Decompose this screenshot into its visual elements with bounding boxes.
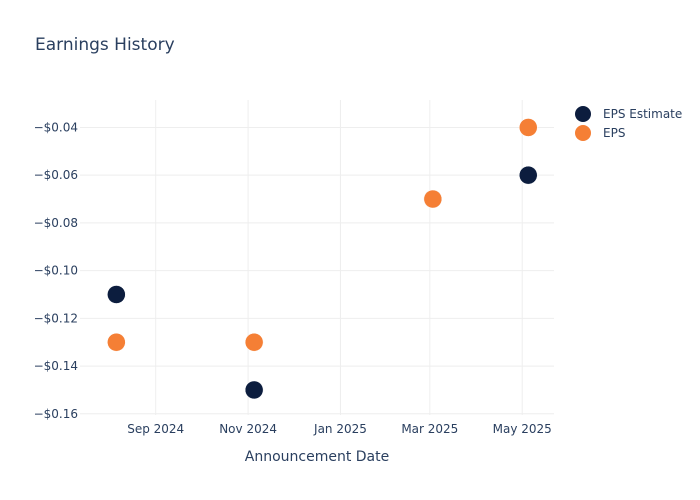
legend[interactable]: EPS Estimate EPS	[575, 106, 682, 141]
x-axis-ticks: Sep 2024 Nov 2024 Jan 2025 Mar 2025 May 2025	[127, 422, 552, 436]
y-tick-label: −$0.16	[34, 407, 78, 421]
y-tick-label: −$0.06	[34, 168, 78, 182]
x-tick-label: Sep 2024	[127, 422, 184, 436]
legend-label: EPS Estimate	[603, 107, 682, 121]
x-tick-label: Mar 2025	[401, 422, 458, 436]
grid	[80, 100, 554, 415]
legend-marker	[575, 106, 591, 122]
y-tick-label: −$0.04	[34, 120, 78, 134]
legend-item[interactable]: EPS Estimate	[575, 106, 682, 122]
x-axis-title: Announcement Date	[245, 449, 389, 465]
legend-label: EPS	[603, 126, 625, 140]
data-point[interactable]	[107, 285, 126, 304]
y-tick-label: −$0.08	[34, 216, 78, 230]
series-eps-estimate	[107, 165, 538, 400]
data-point[interactable]	[519, 118, 538, 137]
data-point[interactable]	[244, 380, 264, 400]
legend-item[interactable]: EPS	[575, 125, 625, 141]
chart-title: Earnings History	[35, 35, 175, 55]
series-eps	[107, 118, 538, 352]
data-point[interactable]	[423, 189, 443, 209]
y-tick-label: −$0.12	[34, 311, 78, 325]
data-markers	[107, 118, 538, 400]
y-axis-ticks: −$0.16 −$0.14 −$0.12 −$0.10 −$0.08 −$0.06 −$0.…	[34, 120, 78, 420]
y-tick-label: −$0.14	[34, 359, 78, 373]
legend-marker	[575, 125, 591, 141]
x-tick-label: Nov 2024	[219, 422, 277, 436]
data-point[interactable]	[519, 165, 538, 185]
y-tick-label: −$0.10	[34, 264, 78, 278]
data-point[interactable]	[244, 332, 264, 352]
x-tick-label: Jan 2025	[313, 422, 367, 436]
x-tick-label: May 2025	[493, 422, 552, 436]
data-point[interactable]	[107, 332, 126, 352]
